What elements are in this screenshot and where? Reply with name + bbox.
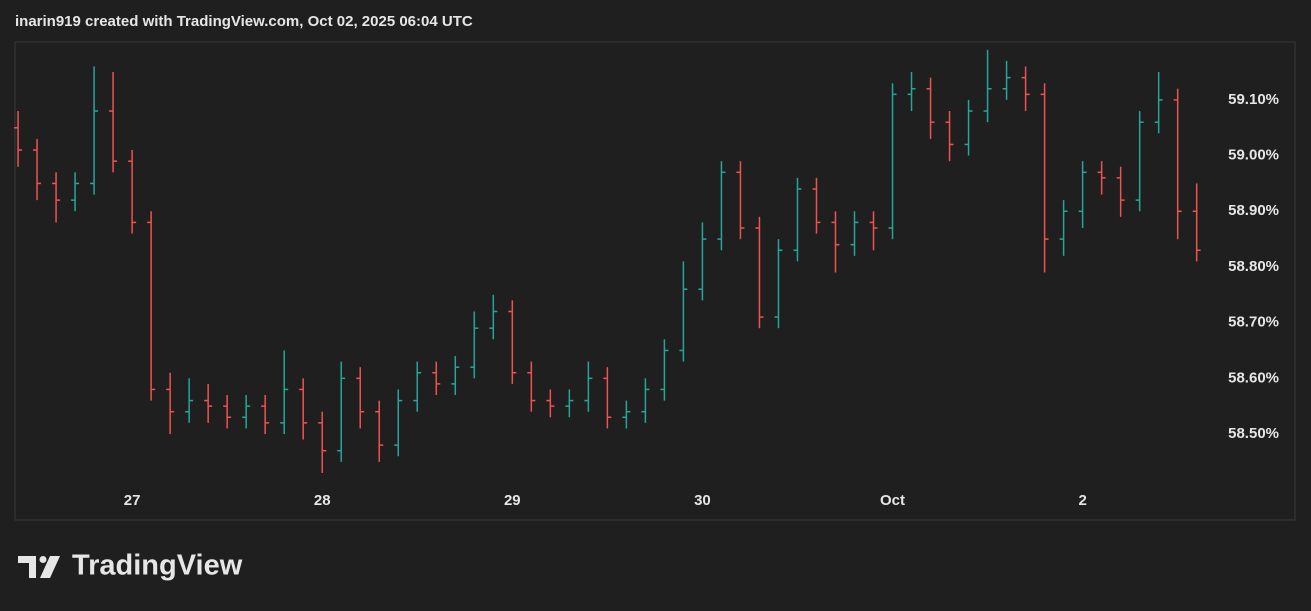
y-tick-label: 58.90%: [1228, 202, 1279, 219]
logo-mark: [40, 556, 60, 578]
brand-name: TradingView: [72, 550, 243, 582]
logo-mark: [18, 556, 36, 578]
x-tick-label: 29: [504, 492, 521, 509]
y-tick-label: 58.50%: [1228, 425, 1279, 442]
chart-frame: [14, 41, 1296, 521]
x-tick-label: 30: [694, 492, 711, 509]
brand-logo: TradingView: [18, 550, 243, 582]
y-tick-label: 58.80%: [1228, 258, 1279, 275]
x-tick-label: 2: [1078, 492, 1086, 509]
y-tick-label: 58.70%: [1228, 314, 1279, 331]
y-tick-label: 59.10%: [1228, 91, 1279, 108]
logo-dot: [39, 556, 47, 563]
x-tick-label: 28: [314, 492, 331, 509]
y-tick-label: 58.60%: [1228, 369, 1279, 386]
header: inarin919 created with TradingView.com, …: [15, 13, 473, 30]
x-tick-label: Oct: [880, 492, 905, 509]
plot: 58.50% 58.60% 58.70% 58.80% 58.90% 59.00% 59.1…: [14, 49, 1279, 509]
x-tick-label: 27: [124, 492, 141, 509]
y-tick-label: 59.00%: [1228, 147, 1279, 164]
